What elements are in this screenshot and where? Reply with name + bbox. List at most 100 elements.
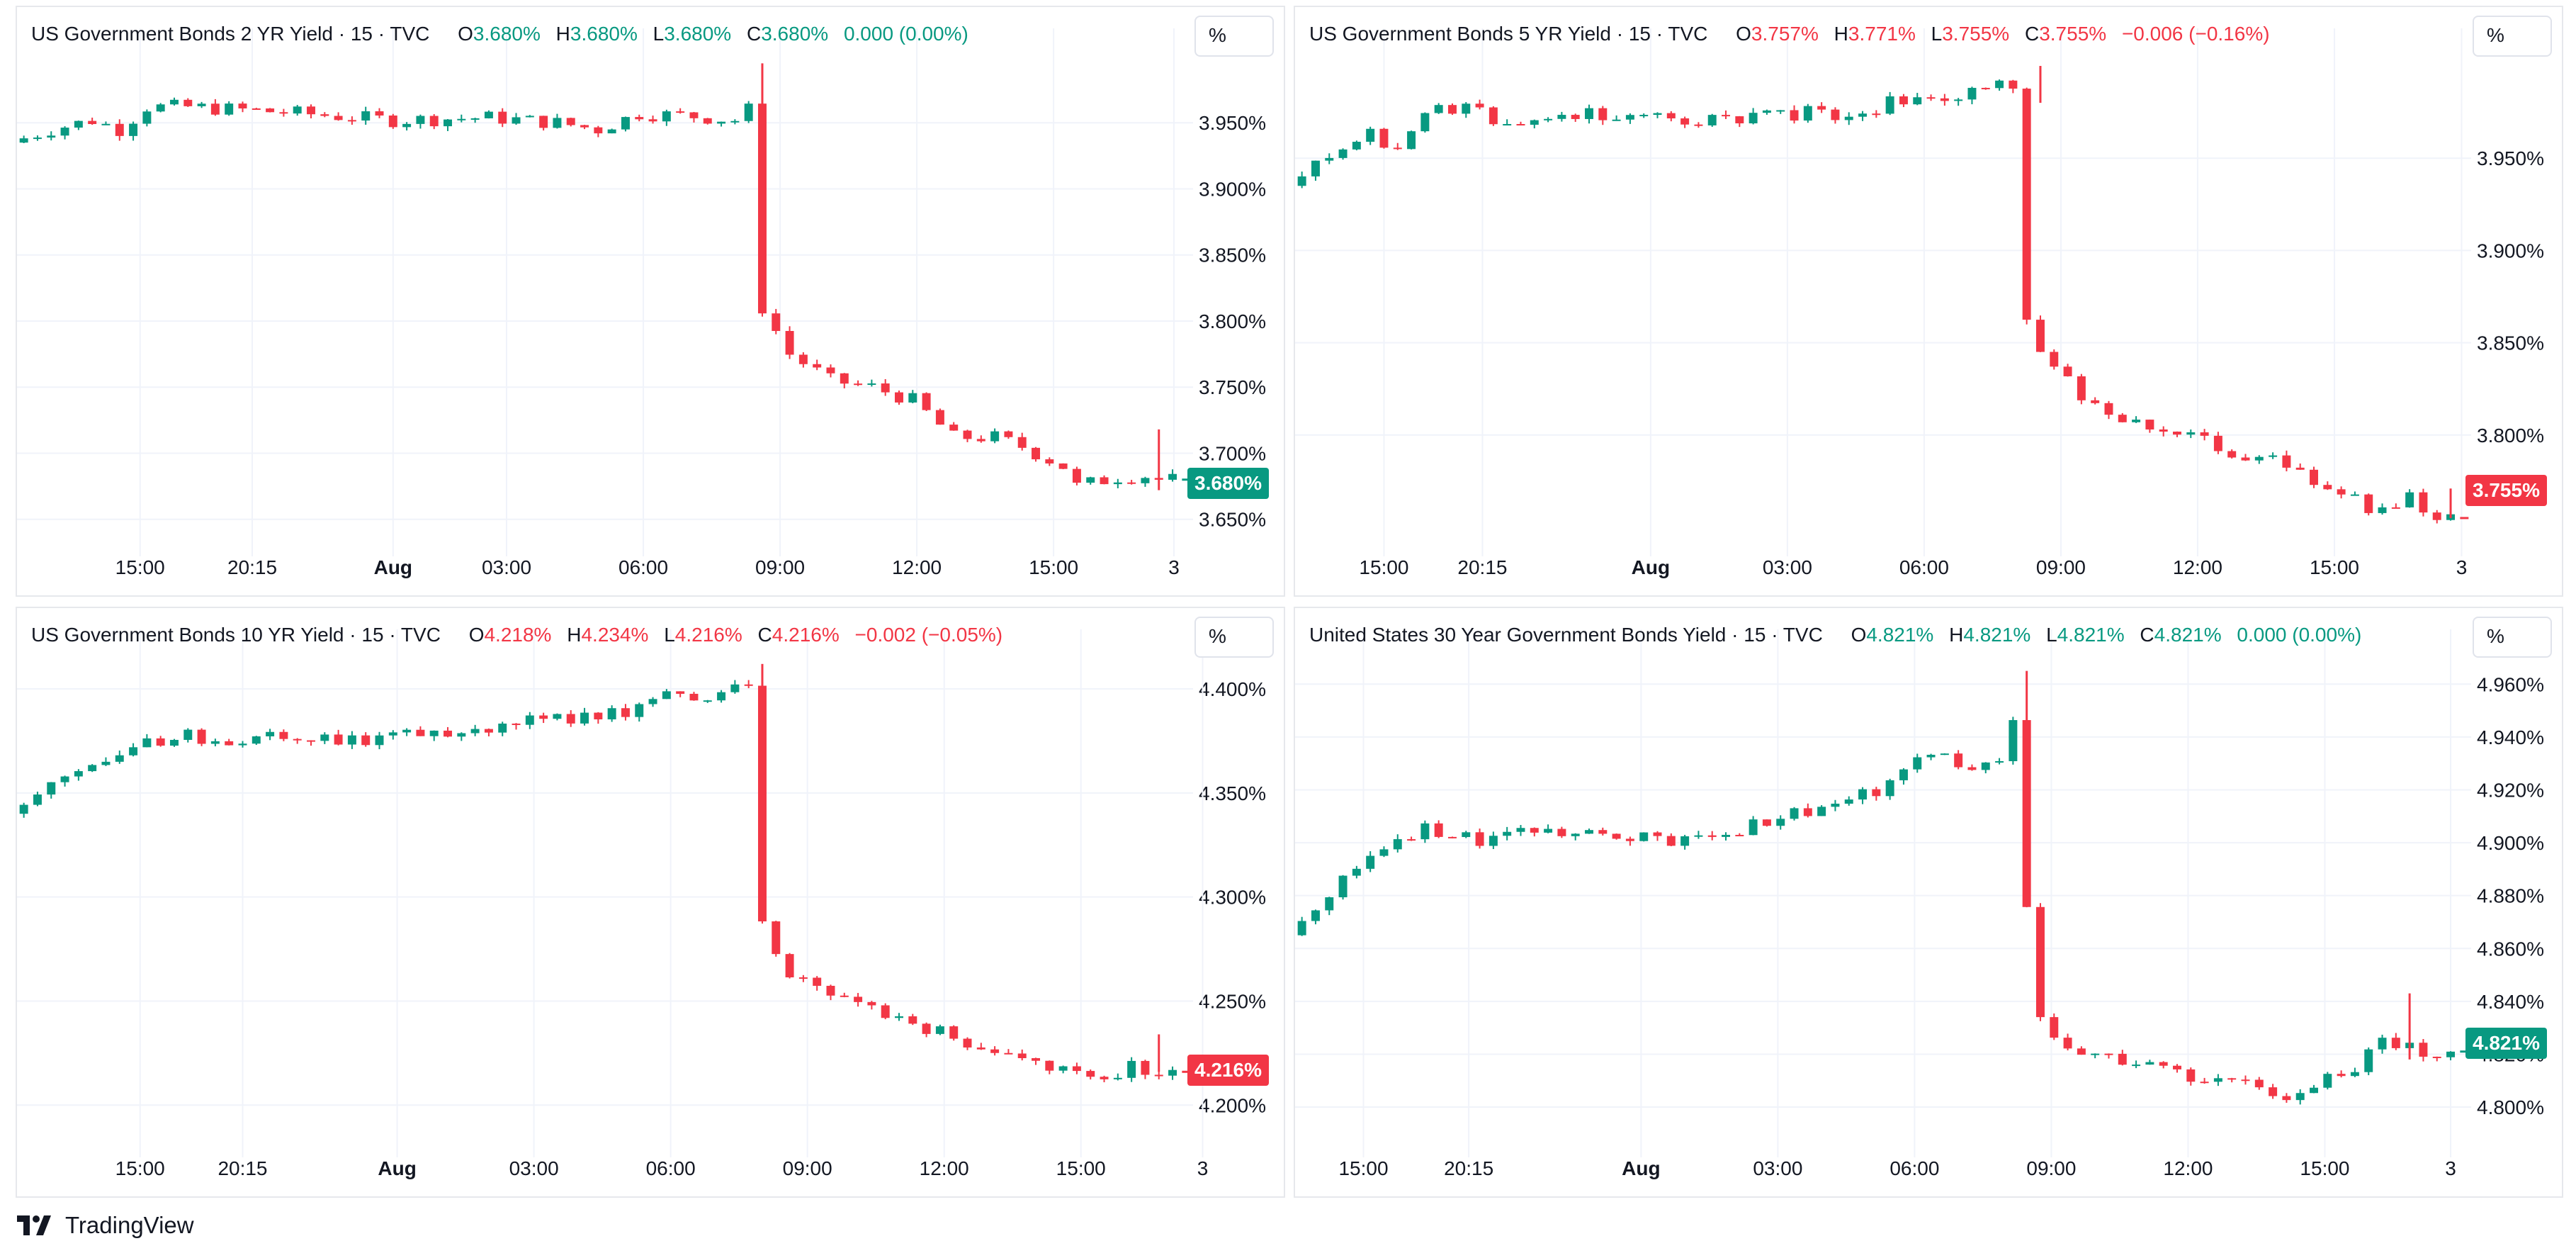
candle-body (1420, 113, 1430, 132)
x-tick-label: 12:00 (2173, 556, 2222, 578)
candle-body (2378, 507, 2387, 513)
candle-body (1872, 789, 1881, 797)
candle-body (525, 715, 534, 725)
y-tick-label: 4.840% (2477, 991, 2544, 1013)
candle-body (1447, 105, 1457, 114)
y-tick-label: 3.900% (1199, 178, 1266, 200)
candle-body (1899, 769, 1908, 780)
candle-body (1666, 113, 1676, 119)
change-value: −0.006 (−0.16%) (2121, 23, 2270, 45)
candle-body (512, 117, 521, 124)
candle-body (813, 364, 822, 368)
candle-body (361, 735, 371, 746)
candle-body (2063, 1038, 2072, 1049)
candle-body (2132, 420, 2141, 422)
candle-body (525, 116, 534, 118)
candle-body (169, 739, 179, 746)
candle-body (1858, 113, 1868, 117)
candle-body (2077, 1048, 2086, 1055)
unit-toggle-button[interactable]: % (2473, 617, 2552, 658)
chart-svg-30yr[interactable]: 4.960% 4.940% 4.920% 4.900% 4.880% 4.860% 4.84… (1295, 608, 2565, 1199)
x-tick-label: 3 (1197, 1157, 1209, 1179)
candle-body (2295, 467, 2305, 470)
candle-body (334, 734, 343, 745)
x-tick-label: Aug (378, 1157, 416, 1179)
candle-body (197, 729, 206, 744)
candle-body (361, 111, 371, 121)
close-value: 3.680% (761, 23, 829, 45)
unit-toggle-button[interactable]: % (2473, 16, 2552, 57)
candle-body (33, 137, 42, 140)
candle-body (676, 111, 685, 113)
x-tick-label: 09:00 (2026, 1157, 2076, 1179)
change-value: −0.002 (−0.05%) (854, 624, 1003, 646)
candle-body (854, 996, 863, 1002)
candle-body (553, 714, 562, 719)
candle-body (1954, 99, 1963, 101)
x-tick-label: 03:00 (1753, 1157, 1802, 1179)
candle-body (2391, 1038, 2400, 1048)
candle-body (1790, 110, 1799, 121)
chart-svg-2yr[interactable]: 3.950% 3.900% 3.850% 3.800% 3.750% 3.700% 3.65… (17, 7, 1287, 598)
candle-body (730, 120, 740, 123)
candle-body (785, 954, 794, 978)
candle-body (88, 120, 97, 124)
candle-body (129, 123, 138, 136)
x-tick-label: 03:00 (509, 1157, 559, 1179)
candle-body (2310, 469, 2319, 485)
candle-body (2432, 1056, 2441, 1058)
chart-panel-10yr[interactable]: 4.400% 4.350% 4.300% 4.250% 4.200% 15:00 20:15… (16, 607, 1285, 1198)
candle-body (798, 354, 808, 364)
candle-body (2350, 494, 2359, 496)
candle-body (279, 731, 288, 739)
candle-body (1045, 1060, 1054, 1071)
y-tick-label: 4.880% (2477, 885, 2544, 907)
candle-body (1407, 839, 1416, 841)
candle-body (444, 119, 453, 127)
chart-svg-5yr[interactable]: 3.950% 3.900% 3.850% 3.800% 15:00 20:15 Aug 03:… (1295, 7, 2565, 598)
candle-body (2186, 432, 2196, 435)
x-tick-label: 09:00 (2036, 556, 2086, 578)
candle-body (402, 123, 412, 128)
candle-body (2050, 352, 2059, 367)
candle-body (1516, 124, 1525, 126)
chart-panel-30yr[interactable]: 4.960% 4.940% 4.920% 4.900% 4.880% 4.860% 4.84… (1294, 607, 2563, 1198)
candle-body (115, 123, 124, 136)
candle-body (2227, 451, 2237, 458)
candle-body (1967, 87, 1977, 100)
candle-body (1488, 107, 1498, 125)
candle-body (1735, 834, 1744, 836)
chart-svg-10yr[interactable]: 4.400% 4.350% 4.300% 4.250% 4.200% 15:00 20:15… (17, 608, 1287, 1199)
candle-body (1817, 807, 1826, 816)
y-tick-label: 3.800% (1199, 310, 1266, 332)
candle-body (388, 115, 397, 128)
unit-toggle-button[interactable]: % (1194, 617, 1274, 658)
candle-body (1612, 833, 1621, 839)
candle-body (2254, 456, 2264, 461)
unit-toggle-button[interactable]: % (1194, 16, 1274, 57)
candle-body (2241, 457, 2250, 461)
candle-body (1803, 106, 1812, 121)
candle-body (621, 117, 630, 130)
candle-body (854, 383, 863, 386)
chart-panel-5yr[interactable]: 3.950% 3.900% 3.850% 3.800% 15:00 20:15 Aug 03:… (1294, 6, 2563, 597)
x-tick-label: 06:00 (1899, 556, 1949, 578)
low-value: 3.755% (1942, 23, 2010, 45)
candle-body (1858, 789, 1868, 800)
candle-body (1017, 437, 1027, 448)
candle-body (1722, 834, 1731, 837)
candle-body (1544, 118, 1553, 120)
chart-panel-2yr[interactable]: 3.950% 3.900% 3.850% 3.800% 3.750% 3.700% 3.65… (16, 6, 1285, 597)
candle-body (648, 699, 657, 704)
candle-body (320, 734, 329, 741)
close-value: 3.755% (2039, 23, 2107, 45)
x-tick-label: 15:00 (1338, 1157, 1388, 1179)
open-value: 4.218% (484, 624, 552, 646)
candle-body (88, 765, 97, 772)
candle-body (2282, 1096, 2291, 1101)
candle-body (115, 755, 124, 762)
candle-body (1666, 836, 1676, 846)
candle-body (444, 730, 453, 737)
tradingview-brand[interactable]: TradingView (17, 1212, 194, 1239)
x-tick-label: 20:15 (1444, 1157, 1493, 1179)
